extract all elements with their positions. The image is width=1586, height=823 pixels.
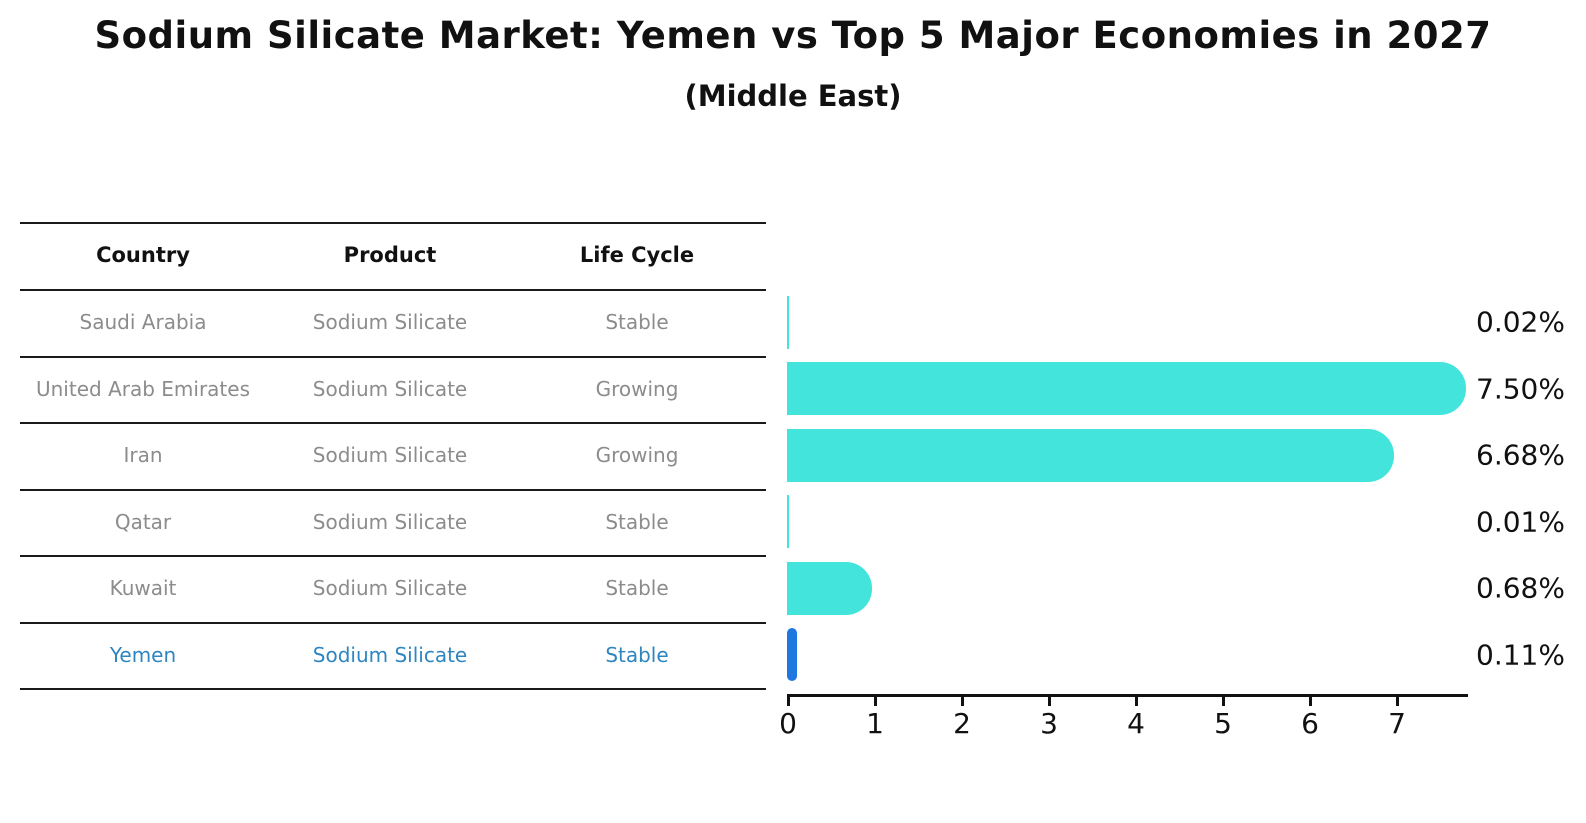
table-divider bbox=[20, 222, 766, 224]
x-axis-tick-label: 3 bbox=[1040, 707, 1058, 740]
chart-title: Sodium Silicate Market: Yemen vs Top 5 M… bbox=[94, 14, 1492, 57]
table-cell-country: Qatar bbox=[114, 509, 172, 534]
value-label: 0.02% bbox=[1476, 305, 1565, 339]
bar-united-arab-emirates bbox=[787, 362, 1466, 415]
value-label: 7.50% bbox=[1476, 372, 1565, 405]
value-label: 0.01% bbox=[1476, 505, 1565, 538]
bar-iran bbox=[787, 428, 1395, 482]
column-header: Country bbox=[96, 243, 190, 267]
table-cell-product: Sodium Silicate bbox=[312, 310, 468, 334]
table-cell-country: Iran bbox=[123, 443, 163, 467]
x-axis-tick-label: 2 bbox=[953, 707, 971, 740]
value-label: 6.68% bbox=[1476, 438, 1565, 472]
table-divider bbox=[20, 621, 766, 624]
x-axis-tick bbox=[1135, 697, 1138, 706]
table-cell-product: Sodium Silicate bbox=[312, 576, 468, 600]
bar-saudi-arabia bbox=[787, 295, 789, 349]
x-axis-tick-label: 5 bbox=[1214, 707, 1232, 740]
x-axis-tick bbox=[787, 697, 790, 706]
table-cell-product: Sodium Silicate bbox=[312, 376, 468, 401]
x-axis-tick bbox=[1222, 697, 1225, 706]
x-axis-tick-label: 0 bbox=[779, 707, 797, 740]
value-label: 0.68% bbox=[1476, 571, 1565, 605]
table-cell-country: Kuwait bbox=[109, 576, 177, 600]
value-label: 0.11% bbox=[1476, 638, 1565, 671]
table-divider bbox=[20, 488, 766, 491]
x-axis-tick bbox=[1048, 697, 1051, 706]
table-cell-life_cycle: Stable bbox=[605, 576, 669, 600]
table-cell-product: Sodium Silicate bbox=[312, 443, 468, 467]
table-cell-life_cycle: Stable bbox=[605, 509, 669, 534]
column-header: Product bbox=[343, 243, 437, 267]
column-header: Life Cycle bbox=[579, 243, 695, 267]
table-divider bbox=[20, 422, 766, 424]
bar-kuwait bbox=[787, 561, 873, 615]
table-cell-life_cycle: Growing bbox=[595, 376, 679, 401]
table-cell-product: Sodium Silicate bbox=[312, 642, 468, 667]
x-axis-tick-label: 1 bbox=[866, 707, 884, 740]
table-cell-product: Sodium Silicate bbox=[312, 509, 468, 534]
table-cell-life_cycle: Stable bbox=[605, 642, 669, 667]
x-axis-tick-label: 7 bbox=[1388, 707, 1406, 740]
x-axis-tick bbox=[874, 697, 877, 706]
table-cell-life_cycle: Stable bbox=[605, 310, 669, 334]
table-cell-country: United Arab Emirates bbox=[35, 376, 251, 401]
x-axis-tick bbox=[1309, 697, 1312, 706]
x-axis-tick-label: 4 bbox=[1127, 707, 1145, 740]
x-axis-tick bbox=[961, 697, 964, 706]
x-axis-tick bbox=[1396, 697, 1399, 706]
table-cell-country: Saudi Arabia bbox=[79, 310, 207, 334]
chart-subtitle: (Middle East) bbox=[684, 79, 902, 113]
x-axis-line bbox=[787, 694, 1468, 697]
x-axis-tick-label: 6 bbox=[1301, 707, 1319, 740]
table-divider bbox=[20, 289, 766, 291]
bar-yemen bbox=[787, 628, 797, 681]
table-cell-country: Yemen bbox=[109, 642, 177, 667]
table-cell-life_cycle: Growing bbox=[595, 443, 679, 467]
table-divider bbox=[20, 555, 766, 557]
table-divider bbox=[20, 355, 766, 358]
bar-qatar bbox=[787, 495, 789, 548]
table-divider bbox=[20, 688, 766, 690]
